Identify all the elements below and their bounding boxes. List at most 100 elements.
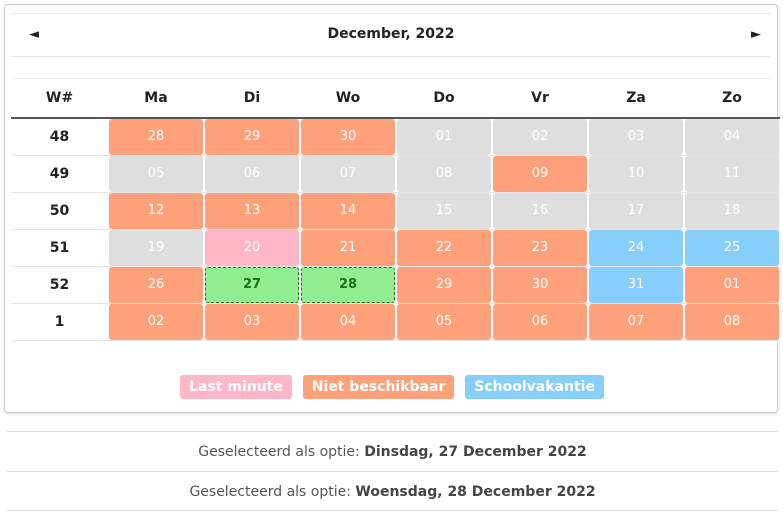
day-cell: 26 — [108, 267, 204, 304]
day-gray[interactable]: 11 — [685, 156, 779, 192]
day-green[interactable]: 28 — [301, 267, 395, 303]
day-gray[interactable]: 01 — [397, 119, 491, 155]
day-gray[interactable]: 17 — [589, 193, 683, 229]
day-gray[interactable]: 16 — [493, 193, 587, 229]
day-cell: 29 — [204, 119, 300, 156]
legend-niet-beschikbaar: Niet beschikbaar — [302, 375, 455, 399]
day-orange[interactable]: 30 — [301, 119, 395, 155]
weekday-header-row: W# Ma Di Wo Do Vr Za Zo — [11, 79, 780, 119]
day-cell: 28 — [300, 267, 396, 304]
day-orange[interactable]: 14 — [301, 193, 395, 229]
week-number: 49 — [11, 156, 108, 193]
day-cell: 18 — [684, 193, 780, 230]
day-cell: 14 — [300, 193, 396, 230]
day-gray[interactable]: 08 — [397, 156, 491, 192]
day-orange[interactable]: 08 — [685, 304, 779, 340]
day-cell: 11 — [684, 156, 780, 193]
day-blue[interactable]: 31 — [589, 267, 683, 303]
day-orange[interactable]: 12 — [109, 193, 203, 229]
day-cell: 25 — [684, 230, 780, 267]
day-cell: 31 — [588, 267, 684, 304]
day-orange[interactable]: 07 — [589, 304, 683, 340]
next-month-icon[interactable]: ► — [751, 27, 761, 42]
week-row: 48 28 29 30 01 02 03 04 — [11, 119, 780, 156]
day-orange[interactable]: 04 — [301, 304, 395, 340]
day-gray[interactable]: 02 — [493, 119, 587, 155]
day-cell: 01 — [396, 119, 492, 156]
day-orange[interactable]: 28 — [109, 119, 203, 155]
selected-option-prefix: Geselecteerd als optie: — [189, 484, 356, 500]
day-cell: 20 — [204, 230, 300, 267]
day-gray[interactable]: 15 — [397, 193, 491, 229]
day-cell: 06 — [204, 156, 300, 193]
day-orange[interactable]: 26 — [109, 267, 203, 303]
day-pink[interactable]: 20 — [205, 230, 299, 266]
day-cell: 27 — [204, 267, 300, 304]
day-cell: 28 — [108, 119, 204, 156]
month-navigation: ◄ December, 2022 ► — [11, 13, 771, 57]
day-cell: 16 — [492, 193, 588, 230]
calendar-card: ◄ December, 2022 ► W# Ma Di Wo Do Vr Za … — [4, 4, 780, 413]
day-gray[interactable]: 06 — [205, 156, 299, 192]
day-cell: 05 — [396, 304, 492, 341]
week-row: 52 26 27 28 29 30 31 01 — [11, 267, 780, 304]
day-gray[interactable]: 03 — [589, 119, 683, 155]
day-orange[interactable]: 06 — [493, 304, 587, 340]
day-orange[interactable]: 09 — [493, 156, 587, 192]
selected-option-prefix: Geselecteerd als optie: — [198, 444, 365, 460]
divider — [11, 78, 771, 79]
day-cell: 24 — [588, 230, 684, 267]
day-cell: 02 — [108, 304, 204, 341]
day-orange[interactable]: 01 — [685, 267, 779, 303]
selected-option-1: Geselecteerd als optie: Dinsdag, 27 Dece… — [7, 431, 778, 471]
day-orange[interactable]: 23 — [493, 230, 587, 266]
day-orange[interactable]: 29 — [205, 119, 299, 155]
weekday-header: Ma — [108, 79, 204, 119]
day-cell: 30 — [492, 267, 588, 304]
day-cell: 30 — [300, 119, 396, 156]
day-cell: 03 — [204, 304, 300, 341]
week-number: 51 — [11, 230, 108, 267]
day-gray[interactable]: 05 — [109, 156, 203, 192]
day-orange[interactable]: 05 — [397, 304, 491, 340]
day-cell: 23 — [492, 230, 588, 267]
day-orange[interactable]: 13 — [205, 193, 299, 229]
day-cell: 10 — [588, 156, 684, 193]
day-cell: 01 — [684, 267, 780, 304]
selected-option-date: Dinsdag, 27 December 2022 — [364, 444, 587, 460]
day-cell: 06 — [492, 304, 588, 341]
day-blue[interactable]: 25 — [685, 230, 779, 266]
day-orange[interactable]: 30 — [493, 267, 587, 303]
day-orange[interactable]: 29 — [397, 267, 491, 303]
day-green[interactable]: 27 — [205, 267, 299, 303]
selected-option-date: Woensdag, 28 December 2022 — [355, 484, 596, 500]
day-blue[interactable]: 24 — [589, 230, 683, 266]
day-cell: 04 — [300, 304, 396, 341]
day-orange[interactable]: 03 — [205, 304, 299, 340]
day-cell: 21 — [300, 230, 396, 267]
week-number: 52 — [11, 267, 108, 304]
day-gray[interactable]: 18 — [685, 193, 779, 229]
day-cell: 05 — [108, 156, 204, 193]
calendar-body: 48 28 29 30 01 02 03 04 49 05 06 07 08 09 10 11 50 12 13 14… — [11, 119, 780, 341]
week-row: 51 19 20 21 22 23 24 25 — [11, 230, 780, 267]
selected-option-2: Geselecteerd als optie: Woensdag, 28 Dec… — [7, 471, 778, 511]
weekday-header: Di — [204, 79, 300, 119]
day-gray[interactable]: 07 — [301, 156, 395, 192]
previous-month-icon[interactable]: ◄ — [29, 27, 39, 42]
week-row: 49 05 06 07 08 09 10 11 — [11, 156, 780, 193]
week-row: 1 02 03 04 05 06 07 08 — [11, 304, 780, 341]
day-cell: 22 — [396, 230, 492, 267]
day-orange[interactable]: 22 — [397, 230, 491, 266]
day-cell: 08 — [396, 156, 492, 193]
day-cell: 07 — [588, 304, 684, 341]
day-gray[interactable]: 04 — [685, 119, 779, 155]
day-gray[interactable]: 10 — [589, 156, 683, 192]
weekday-header: Do — [396, 79, 492, 119]
legend-last-minute: Last minute — [180, 375, 292, 399]
day-orange[interactable]: 02 — [109, 304, 203, 340]
day-orange[interactable]: 21 — [301, 230, 395, 266]
week-number: 50 — [11, 193, 108, 230]
day-gray[interactable]: 19 — [109, 230, 203, 266]
day-cell: 29 — [396, 267, 492, 304]
